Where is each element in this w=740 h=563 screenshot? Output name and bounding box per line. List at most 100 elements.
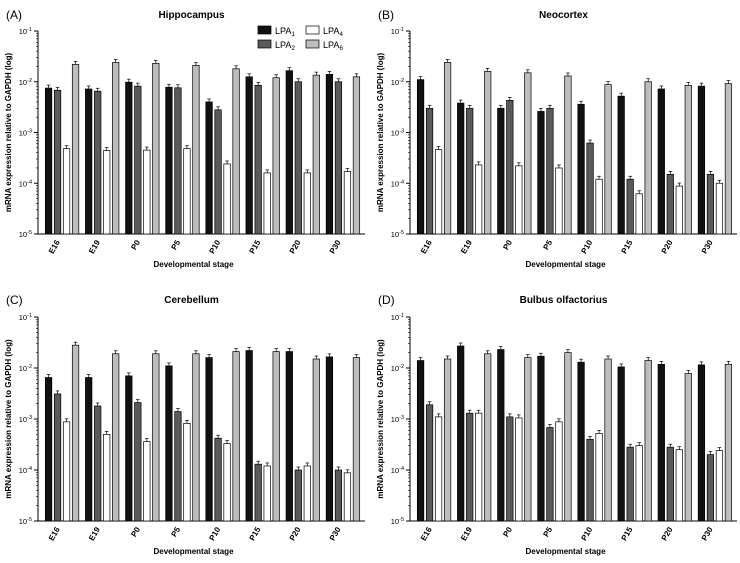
bar-lpa2-p10 (214, 437, 222, 522)
bar-lpa4-e19 (103, 434, 111, 522)
y-tick-label: 10-1 (391, 27, 404, 36)
bar-lpa4-p10 (595, 178, 603, 235)
bar-lpa4-p0 (515, 417, 523, 522)
bar-lpa4-p10 (223, 163, 231, 235)
legend-swatch (257, 39, 272, 49)
bar-lpa2-p20 (666, 173, 674, 235)
bar-lpa2-p15 (254, 463, 262, 522)
bar-lpa6-e19 (484, 353, 492, 522)
y-axis-label: mRNA expression relative to GAPDH (log) (4, 339, 13, 499)
x-tick-label: P15 (248, 525, 263, 542)
y-tick-label: 10-3 (19, 415, 32, 424)
bar-lpa4-p20 (303, 172, 311, 235)
bar-lpa6-p5 (192, 65, 200, 235)
chart-panel-d: (D) Bulbus olfactorius 10-5 10-4 10-3 10-2 10-… (376, 293, 737, 556)
bar-lpa2-p30 (706, 454, 715, 522)
bar-lpa1-e19 (85, 377, 93, 522)
bar-lpa4-p30 (715, 450, 724, 522)
x-tick-label: E19 (87, 238, 102, 255)
x-tick-label: P5 (541, 238, 554, 251)
bar-lpa6-p5 (564, 352, 572, 522)
bar-lpa6-p30 (724, 83, 733, 235)
bar-lpa6-p20 (684, 84, 692, 235)
bar-lpa1-p0 (125, 375, 133, 522)
legend: LPA1 LPA2 LPA4 LPA6 (257, 25, 343, 52)
y-tick-label: 10-5 (19, 517, 32, 526)
bar-lpa1-e19 (457, 102, 465, 235)
bar-lpa1-p5 (537, 355, 545, 522)
bar-lpa6-p15 (272, 351, 280, 522)
bar-lpa2-e19 (466, 412, 474, 522)
bar-lpa6-e19 (484, 71, 492, 235)
bar-lpa1-p5 (165, 365, 173, 522)
y-tick-label: 10-3 (391, 129, 404, 138)
chart-title: Neocortex (539, 10, 588, 21)
bar-lpa6-p0 (152, 63, 160, 235)
bar-lpa6-p30 (352, 357, 361, 522)
x-tick-label: P10 (579, 238, 594, 255)
bar-lpa1-e16 (416, 79, 425, 235)
x-tick-label: P0 (501, 238, 514, 251)
bar-lpa1-p10 (577, 103, 585, 235)
x-tick-label: P20 (288, 525, 303, 542)
bar-lpa4-p10 (223, 443, 231, 522)
bar-lpa1-e16 (44, 377, 53, 522)
bar-lpa4-p30 (343, 472, 352, 522)
y-tick-label: 10-1 (19, 313, 32, 322)
bar-lpa6-e16 (71, 344, 80, 522)
x-tick-label: P0 (501, 525, 514, 538)
legend-label: LPA4 (323, 26, 343, 38)
x-tick-label: E19 (87, 525, 102, 542)
bar-lpa4-p30 (715, 182, 724, 235)
y-tick-label: 10-3 (391, 415, 404, 424)
x-tick-label: P15 (248, 238, 263, 255)
bar-lpa2-p5 (546, 427, 554, 522)
bar-lpa4-p20 (303, 465, 311, 522)
chart-panel-b: (B) Neocortex 10-5 10-4 10-3 10-2 10-1 mRNA exp… (376, 8, 737, 269)
bar-lpa4-p15 (635, 193, 643, 235)
bar-lpa2-p10 (586, 142, 594, 235)
y-axis-label: mRNA expression relative to GAPDH (log) (376, 53, 385, 213)
bar-lpa1-p0 (497, 349, 505, 522)
x-tick-label: P5 (169, 525, 182, 538)
bar-lpa2-e16 (425, 107, 434, 235)
bar-lpa1-p15 (617, 366, 625, 522)
x-axis-label: Developmental stage (525, 260, 606, 269)
bar-lpa1-p30 (325, 73, 334, 235)
chart-title: Hippocampus (158, 10, 225, 21)
bar-lpa4-p30 (343, 171, 352, 235)
bar-lpa2-e16 (425, 404, 434, 522)
bar-lpa6-p10 (604, 84, 612, 235)
bar-lpa2-p10 (214, 109, 222, 235)
bar-lpa1-p15 (245, 76, 253, 235)
bar-lpa2-p30 (706, 173, 715, 235)
y-tick-label: 10-2 (19, 364, 32, 373)
y-tick-label: 10-2 (391, 364, 404, 373)
x-tick-label: P30 (328, 525, 343, 542)
x-tick-label: P0 (129, 525, 142, 538)
x-tick-label: P20 (288, 238, 303, 255)
bar-lpa1-p15 (617, 95, 625, 235)
bar-lpa2-p15 (626, 446, 634, 522)
legend-label: LPA1 (275, 26, 295, 38)
y-tick-label: 10-1 (391, 313, 404, 322)
x-tick-label: P10 (207, 238, 222, 255)
bar-lpa4-p20 (675, 449, 683, 522)
bar-lpa6-p0 (152, 353, 160, 522)
bar-lpa4-p20 (675, 185, 683, 235)
x-axis-label: Developmental stage (153, 547, 234, 556)
bar-lpa6-e19 (112, 62, 120, 235)
bar-lpa1-p10 (205, 357, 213, 522)
bar-lpa6-p5 (192, 353, 200, 522)
y-tick-label: 10-1 (19, 27, 32, 36)
bar-lpa1-p5 (537, 111, 545, 235)
bar-lpa1-p20 (657, 88, 665, 235)
y-axis-label: mRNA expression relative to GAPDH (log) (4, 53, 13, 213)
x-tick-label: P15 (620, 525, 635, 542)
x-tick-label: P30 (700, 525, 715, 542)
legend-swatch (305, 39, 320, 49)
bar-lpa2-e19 (94, 405, 102, 522)
legend-label: LPA6 (323, 40, 343, 52)
bar-lpa6-p10 (604, 358, 612, 522)
